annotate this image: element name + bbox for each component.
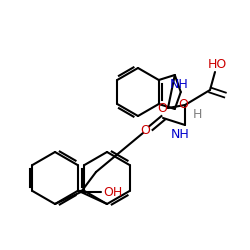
Text: O: O	[178, 98, 188, 112]
Text: NH: NH	[170, 128, 190, 141]
Text: NH: NH	[170, 78, 188, 90]
Text: H: H	[192, 108, 202, 122]
Text: HO: HO	[208, 58, 227, 70]
Text: OH: OH	[103, 186, 122, 198]
Text: O: O	[140, 124, 150, 136]
Text: O: O	[157, 102, 167, 114]
